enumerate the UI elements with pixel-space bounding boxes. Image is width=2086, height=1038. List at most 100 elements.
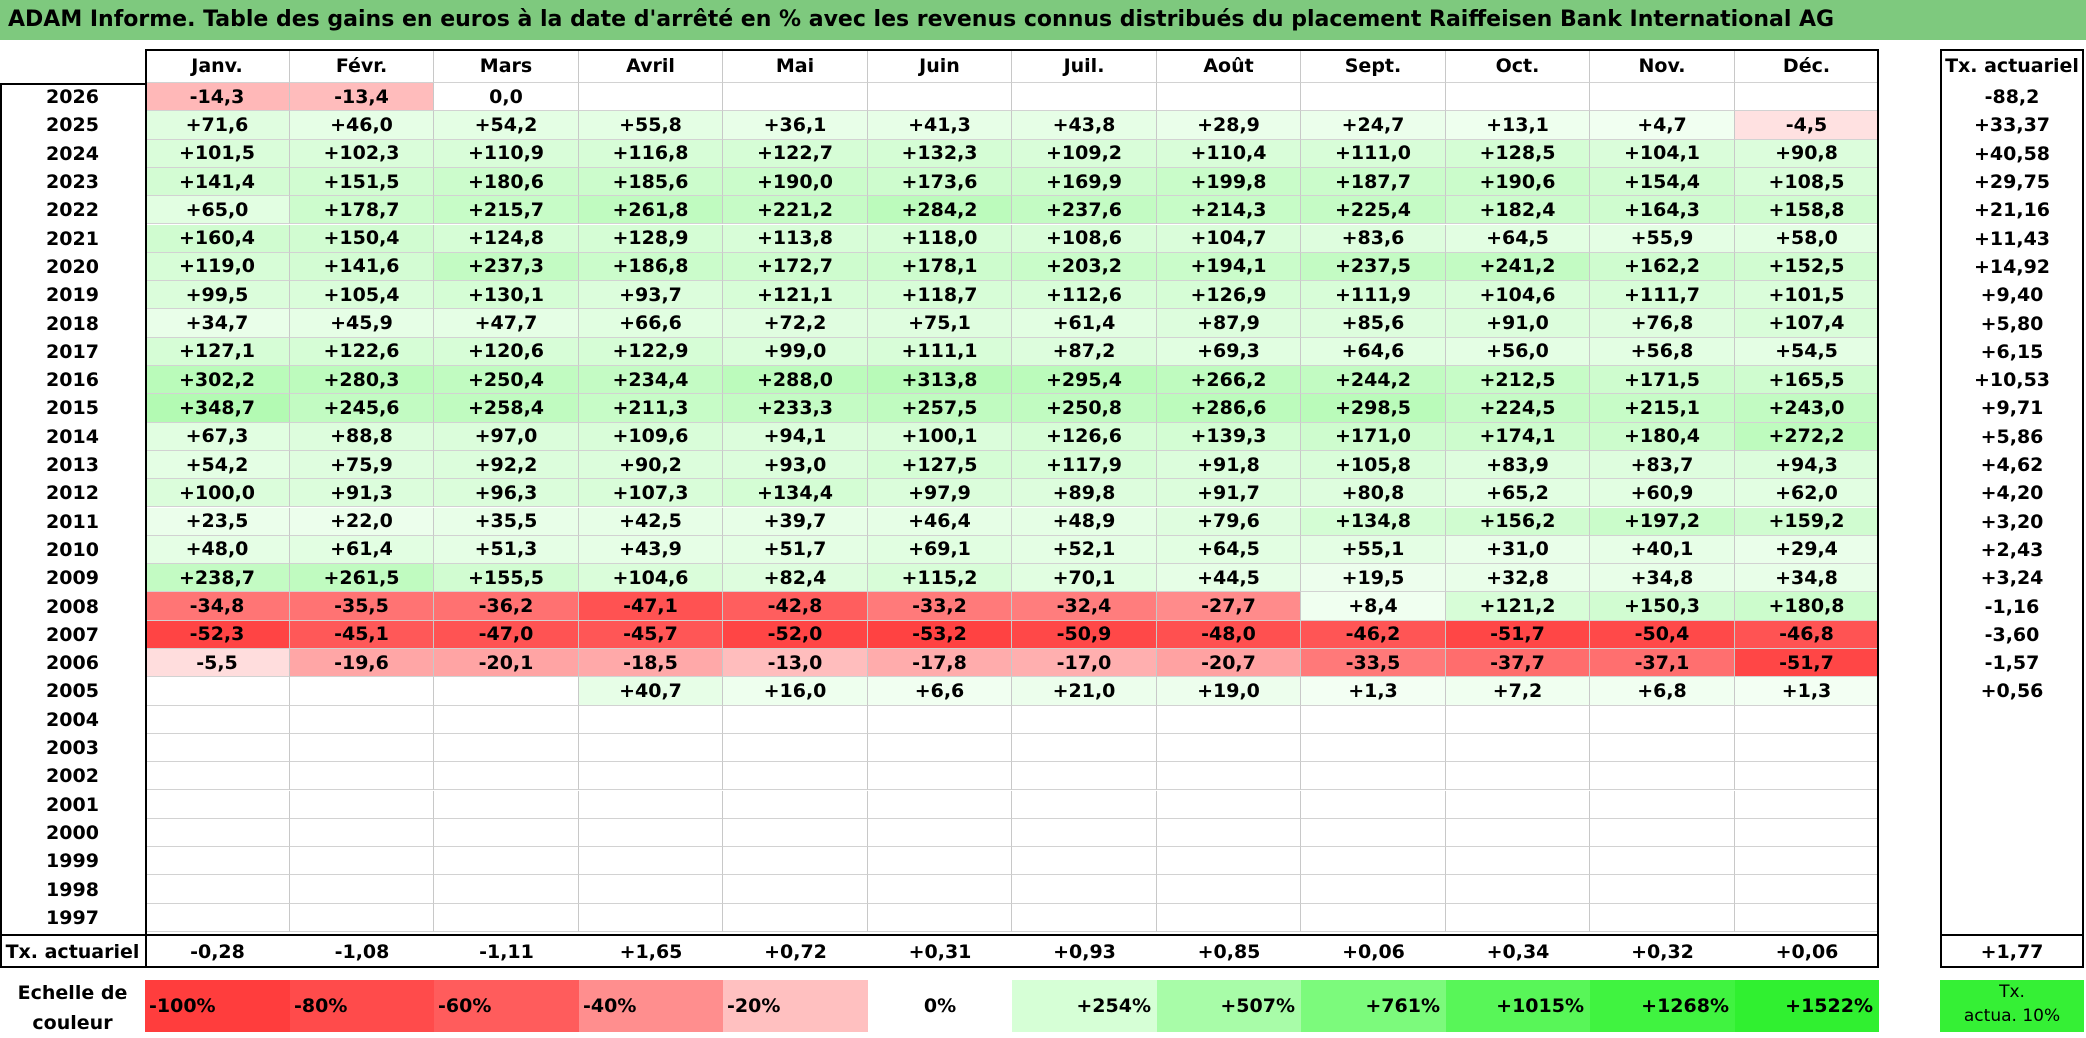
- table-cell: +122,9: [579, 337, 723, 366]
- table-cell: +245,6: [290, 394, 434, 423]
- table-cell: +67,3: [145, 422, 290, 451]
- table-cell: [723, 762, 868, 791]
- table-cell: [1157, 733, 1301, 763]
- table-cell: +75,1: [868, 309, 1012, 338]
- table-cell: -5,5: [145, 649, 290, 678]
- table-cell: +43,8: [1012, 111, 1157, 140]
- table-cell: +280,3: [290, 366, 434, 395]
- month-header: Déc.: [1735, 49, 1879, 83]
- table-cell: [434, 818, 579, 848]
- table-cell: +4,7: [1590, 111, 1735, 140]
- table-cell: +23,5: [145, 507, 290, 536]
- table-cell: +244,2: [1301, 366, 1446, 395]
- table-cell: -37,7: [1446, 649, 1590, 678]
- table-cell: +110,4: [1157, 139, 1301, 168]
- table-cell: +237,6: [1012, 196, 1157, 225]
- table-cell: [1157, 875, 1301, 904]
- table-cell: -52,3: [145, 620, 290, 649]
- table-cell: +171,5: [1590, 366, 1735, 395]
- table-cell: +238,7: [145, 564, 290, 593]
- table-cell: +141,6: [290, 252, 434, 282]
- table-cell: +197,2: [1590, 507, 1735, 536]
- table-cell: [1446, 847, 1590, 876]
- table-cell: +21,0: [1012, 677, 1157, 706]
- table-cell: -52,0: [723, 620, 868, 649]
- rate-cell: +33,37: [1973, 114, 2051, 137]
- table-cell: [1157, 762, 1301, 791]
- footer-label: Tx. actuariel: [5, 941, 140, 963]
- footer-cell: +0,32: [1631, 941, 1694, 963]
- table-cell: [868, 790, 1012, 819]
- table-cell: +126,9: [1157, 281, 1301, 310]
- year-label: 2004: [46, 708, 99, 731]
- rate-cell: [1940, 819, 2084, 847]
- table-cell: +19,5: [1301, 564, 1446, 593]
- table-cell: [1301, 762, 1446, 791]
- table-cell: +266,2: [1157, 366, 1301, 395]
- table-cell: +172,7: [723, 252, 868, 282]
- table-cell: [1157, 847, 1301, 876]
- table-cell: [723, 847, 868, 876]
- table-cell: [1446, 903, 1590, 932]
- table-cell: +250,8: [1012, 394, 1157, 423]
- rate-cell: +0,56: [1980, 680, 2044, 703]
- table-cell: +93,0: [723, 450, 868, 480]
- table-cell: [434, 790, 579, 819]
- rate-cell: +9,71: [1980, 397, 2044, 420]
- table-cell: [290, 733, 434, 763]
- table-cell: +178,7: [290, 196, 434, 225]
- table-cell: +111,7: [1590, 281, 1735, 310]
- table-cell: [1012, 83, 1157, 112]
- table-cell: +42,5: [579, 507, 723, 536]
- table-cell: +40,1: [1590, 535, 1735, 565]
- table-cell: +130,1: [434, 281, 579, 310]
- table-cell: +70,1: [1012, 564, 1157, 593]
- table-cell: +134,8: [1301, 507, 1446, 536]
- color-scale-label-line1: Echelle de: [17, 982, 128, 1004]
- year-label: 2005: [46, 680, 99, 703]
- table-cell: +127,1: [145, 337, 290, 366]
- table-cell: [1446, 818, 1590, 848]
- table-cell: [1012, 875, 1157, 904]
- color-scale-step: -100%: [145, 980, 290, 1032]
- table-cell: +203,2: [1012, 252, 1157, 282]
- table-cell: [1301, 790, 1446, 819]
- year-label: 2000: [46, 821, 99, 844]
- table-cell: +215,1: [1590, 394, 1735, 423]
- table-cell: [1446, 875, 1590, 904]
- table-cell: +173,6: [868, 167, 1012, 197]
- table-cell: +24,7: [1301, 111, 1446, 140]
- table-cell: [145, 790, 290, 819]
- table-cell: +261,8: [579, 196, 723, 225]
- table-cell: [1590, 762, 1735, 791]
- table-cell: +29,4: [1735, 535, 1879, 565]
- rate-cell: [1940, 734, 2084, 762]
- table-cell: [723, 818, 868, 848]
- table-cell: +51,7: [723, 535, 868, 565]
- table-cell: +44,5: [1157, 564, 1301, 593]
- table-cell: [145, 903, 290, 932]
- table-cell: +104,7: [1157, 224, 1301, 253]
- year-label: 1999: [46, 850, 99, 873]
- table-cell: +214,3: [1157, 196, 1301, 225]
- table-cell: [145, 733, 290, 763]
- table-cell: +237,5: [1301, 252, 1446, 282]
- table-cell: +159,2: [1735, 507, 1879, 536]
- table-cell: +152,5: [1735, 252, 1879, 282]
- table-cell: +99,0: [723, 337, 868, 366]
- table-cell: +13,1: [1446, 111, 1590, 140]
- table-cell: [1446, 762, 1590, 791]
- table-cell: [434, 762, 579, 791]
- table-cell: +128,9: [579, 224, 723, 253]
- table-cell: -46,2: [1301, 620, 1446, 649]
- footer-cell: -1,11: [479, 941, 534, 963]
- table-cell: [579, 705, 723, 734]
- table-cell: -45,1: [290, 620, 434, 649]
- rate-cell: -88,2: [1984, 86, 2040, 109]
- table-cell: +34,7: [145, 309, 290, 338]
- table-cell: [723, 83, 868, 112]
- table-cell: +76,8: [1590, 309, 1735, 338]
- table-cell: [1735, 790, 1879, 819]
- table-cell: +121,1: [723, 281, 868, 310]
- table-cell: +6,8: [1590, 677, 1735, 706]
